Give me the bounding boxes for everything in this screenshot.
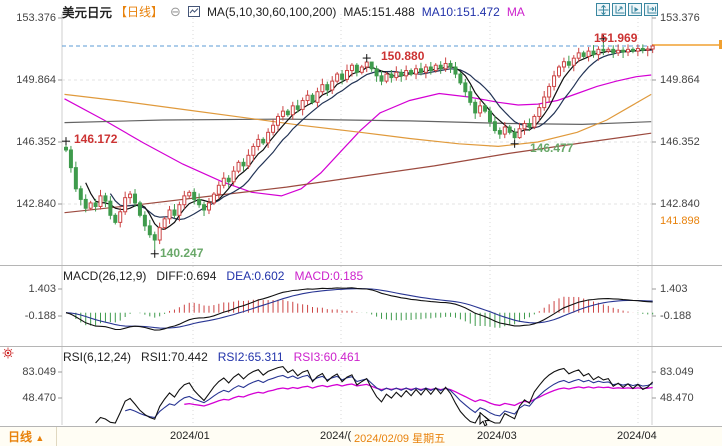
rsi-title: RSI(6,12,24)	[63, 350, 132, 364]
macd-title: MACD(26,12,9)	[63, 269, 147, 283]
macd-dea-value: DEA:0.602	[226, 269, 285, 283]
separator-main-macd	[0, 265, 722, 266]
pan-crosshair-icon[interactable]	[596, 3, 610, 16]
rsi-axis-left-top: 83.049	[22, 366, 56, 378]
chart-toolbar	[596, 3, 658, 16]
rsi-axis-left-bottom: 48.470	[22, 392, 56, 404]
chart-header: 美元日元 【日线】 ⊖ MA(5,10,30,60,100,200) MA5:15…	[62, 2, 525, 21]
rsi2-value: RSI2:65.311	[217, 350, 284, 364]
crosshair-date-tooltip: 2024/02/09 星期五	[352, 430, 448, 446]
period-arrow-icon: ▲	[35, 433, 45, 443]
play-chart-icon[interactable]	[628, 3, 642, 16]
main-axis-right-1: 153.376	[660, 12, 700, 24]
main-axis-left-3: 146.352	[16, 136, 56, 148]
swing-label-146172: 146.172	[74, 132, 118, 146]
rsi3-value: RSI3:60.461	[293, 350, 361, 364]
main-axis-left-2: 149.864	[16, 74, 56, 86]
main-axis-right-4: 142.840	[660, 198, 700, 210]
ma5-value: MA5:151.488	[343, 4, 415, 19]
symbol-name: 美元日元	[62, 6, 113, 20]
collapse-icon[interactable]: ⊖	[170, 3, 181, 19]
ma10-value: MA10:151.472	[421, 4, 500, 19]
indicator-settings-icon[interactable]	[2, 347, 14, 359]
main-axis-right-2: 149.864	[660, 74, 700, 86]
macd-axis-left-top: 1.403	[28, 283, 56, 295]
zoom-axis-icon[interactable]	[612, 3, 626, 16]
main-axis-right-marker: 141.898	[660, 215, 700, 227]
macd-axis-right-top: 1.403	[660, 283, 688, 295]
swing-label-151969: 151.969	[594, 31, 638, 45]
time-axis-bar: 日线 ▲ 2024/01 2024/( 2024/02/09 星期五 2024/…	[0, 426, 722, 446]
mouse-cursor-icon	[479, 412, 492, 428]
main-axis-left-4: 142.840	[16, 198, 56, 210]
macd-axis-right-bottom: -0.188	[660, 310, 692, 322]
macd-axis-left-bottom: -0.188	[24, 310, 56, 322]
rsi1-value: RSI1:70.442	[141, 350, 208, 364]
swing-label-146477: 146.477	[530, 141, 574, 155]
ma-settings-label: MA(5,10,30,60,100,200)	[206, 4, 337, 19]
macd-macd-value: MACD:0.185	[294, 269, 364, 283]
export-right-icon[interactable]	[644, 3, 658, 16]
rsi-axis-right-bottom: 48.470	[660, 392, 694, 404]
main-axis-left-1: 153.376	[16, 12, 56, 24]
swing-label-150880: 150.880	[381, 49, 425, 63]
chart-type-icon[interactable]	[187, 6, 200, 17]
macd-header: MACD(26,12,9) DIFF:0.694 DEA:0.602 MACD:…	[63, 269, 363, 283]
date-label-mar: 2024/03	[477, 430, 517, 442]
swing-label-140247: 140.247	[160, 246, 204, 260]
macd-diff-value: DIFF:0.694	[156, 269, 217, 283]
rsi-axis-right-top: 83.049	[660, 366, 694, 378]
date-label-feb: 2024/(	[320, 430, 352, 442]
ma30-value: MA	[506, 4, 525, 19]
date-label-apr: 2024/04	[617, 430, 657, 442]
date-label-jan: 2024/01	[170, 430, 210, 442]
main-axis-right-3: 146.352	[660, 136, 700, 148]
rsi-header: RSI(6,12,24) RSI1:70.442 RSI2:65.311 RSI…	[63, 350, 360, 364]
period-tag: 【日线】	[115, 5, 164, 19]
period-selector[interactable]: 日线 ▲	[0, 427, 57, 446]
separator-macd-rsi	[0, 346, 722, 347]
